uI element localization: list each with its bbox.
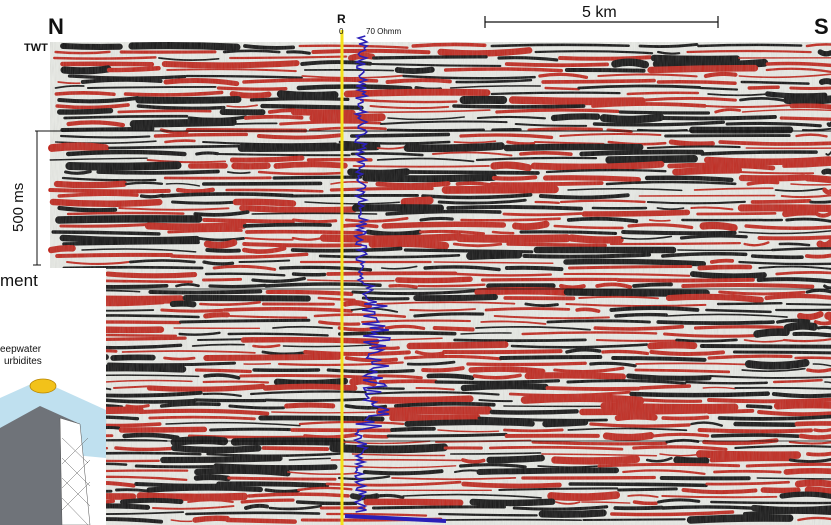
north-label: N: [48, 14, 64, 39]
south-label: S: [814, 14, 829, 39]
log-min-label: 0: [339, 27, 344, 36]
depositional-inset: ment eepwater urbidites: [0, 268, 106, 525]
inset-label-deepwater: eepwater: [0, 344, 42, 355]
log-max-label: 70 Ohmm: [366, 27, 402, 36]
cross-section-hatch: [61, 437, 91, 525]
turbidite-lobe: [29, 378, 57, 394]
resistivity-log-curve: [352, 35, 391, 513]
inset-title: ment: [0, 271, 38, 290]
twt-label: TWT: [24, 42, 48, 54]
distance-scale-label: 5 km: [582, 4, 617, 21]
seismic-noise: [50, 42, 831, 525]
block-diagram: [0, 378, 106, 525]
log-curve-label: R: [337, 12, 346, 26]
inset-label-turbidites: urbidites: [4, 356, 42, 367]
time-scale-label: 500 ms: [10, 182, 27, 232]
resistivity-log-tail: [344, 514, 447, 523]
